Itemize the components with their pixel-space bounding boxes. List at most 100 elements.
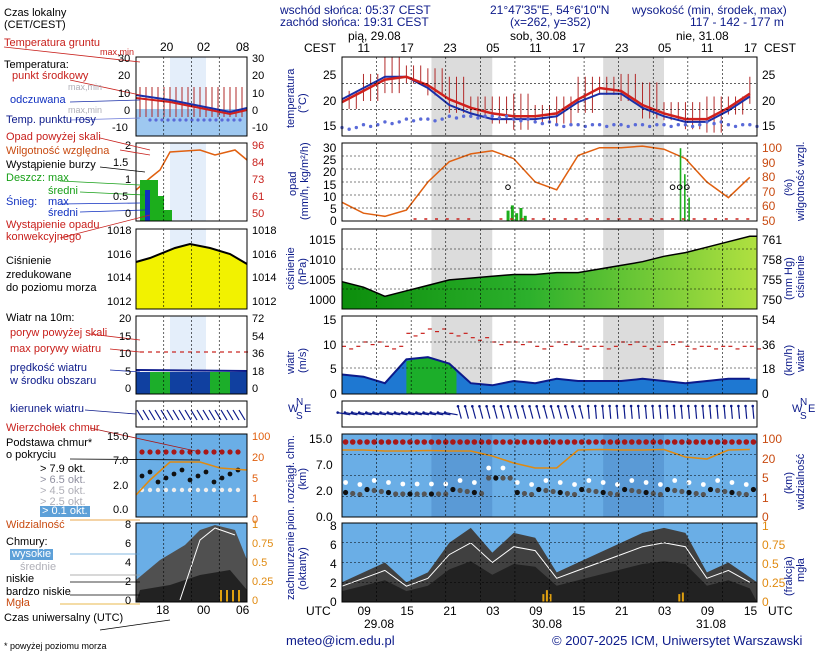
legend-cloud-top-dot xyxy=(171,449,177,455)
legend-connector xyxy=(89,427,201,453)
legend-local-hour: 20 xyxy=(160,40,174,54)
legend-high-line xyxy=(179,527,236,601)
legend-connector xyxy=(79,191,146,196)
hour-top-8: 11 xyxy=(700,41,714,55)
legend-wind-green xyxy=(210,372,230,394)
legend-temp-tick-r: 10 xyxy=(252,87,265,100)
cloud-base-dot xyxy=(579,486,585,493)
hour-top-5: 17 xyxy=(572,41,586,55)
legend-temp-tick-r: -10 xyxy=(252,122,268,134)
legend-label: w środku obszaru xyxy=(10,375,97,387)
temp-axis-unit: (°C) xyxy=(297,93,309,113)
wind-direction-arrow xyxy=(744,405,748,419)
rain-bar xyxy=(510,205,514,221)
cloud-base-dot-light xyxy=(543,478,549,483)
humidity-tick: 50 xyxy=(762,214,776,228)
legend-cloud-light-dot xyxy=(179,487,185,493)
cloud-base-dot xyxy=(536,486,542,493)
fog-axis-label: mgła xyxy=(795,558,807,582)
wind-direction-arrow xyxy=(486,406,491,419)
legend-rain-bar xyxy=(158,196,164,221)
legend-temp-tick: 20 xyxy=(118,70,131,83)
wind-direction-arrow xyxy=(644,405,648,419)
wind-direction-arrow xyxy=(471,406,477,419)
legend-humid-tick: 50 xyxy=(252,208,265,220)
wind-direction-arrowhead xyxy=(629,404,633,408)
legend-wind-kmh-tick: 0 xyxy=(252,383,259,395)
dew-point-dot xyxy=(690,124,695,129)
cloud-base-dot xyxy=(378,488,384,495)
cloud-base-dot xyxy=(629,487,635,494)
legend-humid-tick: 84 xyxy=(252,157,265,169)
legend-precip-tick: 0.5 xyxy=(113,191,129,203)
legend-press-tick-r: 1016 xyxy=(252,248,277,261)
compass-s-r: S xyxy=(800,411,807,422)
legend-cloud-light-dot xyxy=(187,487,193,493)
cover-tick: 2 xyxy=(330,576,337,590)
legend-humid-tick: 73 xyxy=(252,174,265,186)
pressure-tick: 1000 xyxy=(309,293,336,307)
wind-direction-arrow xyxy=(380,412,394,416)
wind-kmh-tick: 54 xyxy=(762,313,776,327)
cloud-base-dot xyxy=(657,491,664,498)
temp-axis-label: temperatura xyxy=(285,68,297,128)
hour-bottom-2: 21 xyxy=(443,604,457,618)
pressure-mm-tick: 758 xyxy=(762,253,783,267)
precip-tick: 15 xyxy=(323,177,337,192)
hour-bottom-6: 21 xyxy=(615,604,629,618)
cloud-base-dot xyxy=(707,486,714,493)
wind-direction-arrow xyxy=(366,412,380,416)
legend-press-tick-r: 1014 xyxy=(252,272,277,285)
hour-top-0: 11 xyxy=(357,41,370,55)
legend-cloud-base-dot xyxy=(219,475,225,481)
legend-wind-tick: 20 xyxy=(119,313,132,325)
wind-kmh-axis-label: wiatr xyxy=(795,348,807,372)
legend-cloud-light-dot xyxy=(219,487,225,493)
cloud-base-dot-light xyxy=(471,480,477,485)
dew-point-dot xyxy=(669,124,673,129)
wind-direction-arrow xyxy=(536,406,541,419)
cloud-top-dot xyxy=(628,439,635,445)
legend-press-tick: 1012 xyxy=(107,296,132,308)
humidity-axis-unit: (%) xyxy=(783,178,795,196)
wind-direction-arrow xyxy=(514,406,520,419)
wind-direction-arrowhead xyxy=(386,411,390,414)
legend-fog-bar xyxy=(220,590,222,602)
precip-tick: 30 xyxy=(323,141,337,155)
cover-axis-unit: (oktanty) xyxy=(297,547,309,590)
legend-label: max,min xyxy=(100,47,135,57)
dew-point-dot xyxy=(361,123,366,127)
cloud-top-dot xyxy=(729,439,735,445)
legend-label: Wiatr na 10m: xyxy=(6,312,75,324)
dew-point-dot xyxy=(354,125,359,130)
compass-e-r: E xyxy=(808,403,816,415)
cloud-base-dot xyxy=(464,488,470,495)
cloud-top-dot xyxy=(493,439,499,445)
dew-point-dot xyxy=(619,123,623,127)
legend-label: Wierzchołek chmur xyxy=(6,422,100,434)
email-link[interactable]: meteo@icm.edu.pl xyxy=(286,633,395,648)
legend-wind-kmh-tick: 72 xyxy=(252,313,265,325)
legend-press-tick: 1016 xyxy=(107,248,132,261)
legend-dew-dot xyxy=(154,118,158,122)
wind-direction-arrowhead xyxy=(672,404,676,408)
cloud-base-dot xyxy=(457,487,463,494)
legend-temp-tick: 0 xyxy=(124,104,131,117)
dew-point-dot xyxy=(597,123,602,127)
cloud-base-dot xyxy=(722,488,728,495)
wind-direction-arrowhead xyxy=(506,404,510,408)
legend-temp-tick-r: 0 xyxy=(252,104,259,117)
legend-label: Temp. punktu rosy xyxy=(6,114,96,126)
wind-direction-arrow xyxy=(694,405,698,419)
legend-precip-tick: 0 xyxy=(125,208,132,220)
cloud-base-dot xyxy=(478,490,485,497)
hour-bottom-7: 03 xyxy=(657,604,672,618)
wind-direction-arrow xyxy=(543,406,548,419)
cloud-base-dot-light xyxy=(586,478,592,483)
coords-text: 21°47'35"E, 54°6'10"N xyxy=(490,3,610,17)
legend-cover-tick: 0 xyxy=(125,595,132,607)
legend-dew-dot xyxy=(238,118,242,122)
wind-direction-arrow xyxy=(444,412,458,416)
legend-dew-dot xyxy=(214,118,218,122)
wind-direction-arrowhead xyxy=(578,404,581,408)
